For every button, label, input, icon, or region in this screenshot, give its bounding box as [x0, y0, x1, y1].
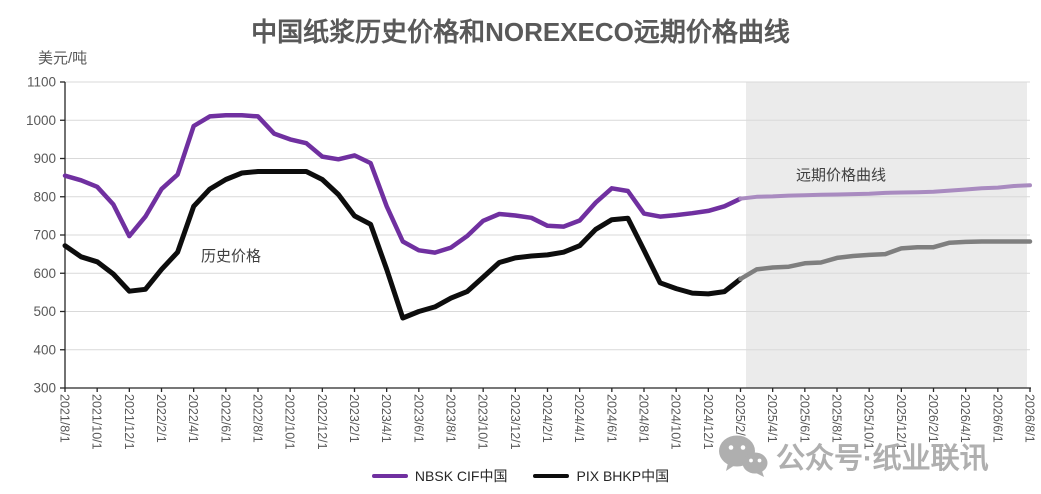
x-tick-label: 2025/4/1: [765, 394, 779, 443]
x-tick-label: 2024/6/1: [604, 394, 618, 443]
y-axis-unit-label: 美元/吨: [38, 50, 88, 67]
y-tick-label-900: 900: [33, 151, 56, 166]
y-tick-label-700: 700: [33, 228, 56, 243]
pix-line-swatch: [533, 474, 570, 478]
series-line-1: [62, 169, 743, 321]
x-tick-label: 2024/10/1: [669, 394, 683, 450]
legend-item-pix: PIX BHKP中国: [533, 466, 669, 486]
y-tick-label-300: 300: [33, 381, 56, 396]
x-tick-label: 2023/2/1: [347, 394, 361, 443]
x-tick-label: 2022/12/1: [315, 394, 329, 450]
x-tick-label: 2022/6/1: [218, 394, 232, 443]
x-tick-label: 2021/8/1: [58, 394, 72, 443]
x-tick-label: 2022/10/1: [283, 394, 297, 450]
y-tick-label-500: 500: [33, 304, 56, 319]
x-tick-label: 2025/2/1: [733, 394, 747, 443]
x-tick-label: 2026/2/1: [926, 394, 940, 443]
legend-label-pix: PIX BHKP中国: [576, 468, 670, 484]
x-tick-label: 2023/10/1: [476, 394, 490, 450]
chart-title: 中国纸浆历史价格和NOREXECO远期价格曲线: [251, 17, 790, 47]
x-tick-label: 2021/12/1: [122, 394, 136, 450]
wechat-icon: [719, 435, 768, 477]
x-tick-label: 2024/4/1: [572, 394, 586, 443]
x-tick-label: 2022/2/1: [154, 394, 168, 443]
y-tick-label-800: 800: [33, 189, 56, 204]
x-tick-label: 2025/12/1: [894, 394, 908, 450]
annotation-historical-price: 历史价格: [201, 248, 262, 265]
annotation-forward-price-curve: 远期价格曲线: [796, 167, 887, 184]
y-tick-label-1000: 1000: [26, 113, 56, 128]
x-tick-label: 2023/12/1: [508, 394, 522, 450]
x-tick-label: 2021/10/1: [90, 394, 104, 450]
x-tick-label: 2023/6/1: [411, 394, 425, 443]
legend-label-nbsk: NBSK CIF中国: [414, 468, 508, 484]
x-tick-label: 2022/4/1: [186, 394, 200, 443]
series-line-2: [738, 183, 1032, 201]
y-tick-label-1100: 1100: [27, 75, 56, 90]
x-tick-label: 2024/12/1: [701, 394, 715, 450]
x-tick-label: 2025/8/1: [830, 394, 844, 443]
x-tick-label: 2025/6/1: [797, 394, 811, 443]
legend: NBSK CIF中国 PIX BHKP中国: [0, 466, 1041, 486]
x-tick-label: 2023/8/1: [444, 394, 458, 443]
nbsk-line-swatch: [371, 474, 408, 478]
x-tick-label: 2026/8/1: [1023, 394, 1037, 443]
x-tick-label: 2025/10/1: [862, 394, 876, 450]
x-tick-label: 2024/8/1: [637, 394, 651, 443]
series-line-0: [62, 113, 743, 255]
y-tick-label-400: 400: [33, 342, 56, 357]
y-tick-label-600: 600: [33, 266, 56, 281]
x-tick-label: 2023/4/1: [379, 394, 393, 443]
x-tick-label: 2022/8/1: [251, 394, 265, 443]
x-tick-label: 2024/2/1: [540, 394, 554, 443]
series-line-3: [738, 239, 1033, 282]
x-tick-label: 2026/4/1: [958, 394, 972, 443]
watermark-text: 公众号·纸业联讯: [776, 443, 989, 475]
x-tick-label: 2026/6/1: [990, 394, 1004, 443]
legend-item-nbsk: NBSK CIF中国: [371, 466, 508, 486]
watermark: 公众号·纸业联讯: [718, 434, 989, 478]
